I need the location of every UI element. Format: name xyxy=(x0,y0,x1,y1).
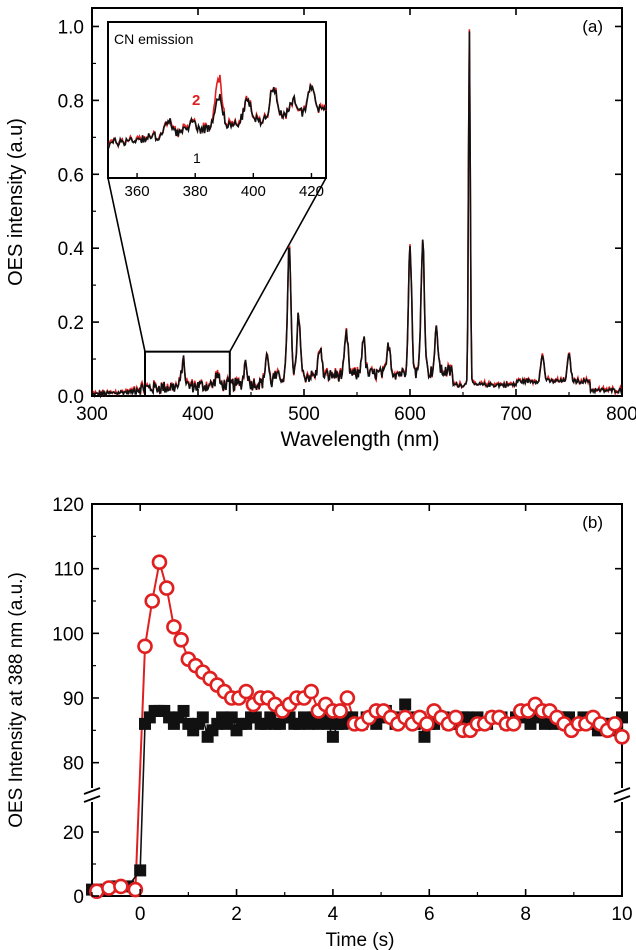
inset-chart: 360 380 400 420 CN emission 2 1 xyxy=(107,21,327,200)
panel-b-x-tick-label: 6 xyxy=(424,904,435,925)
inset-x-tick-label: 400 xyxy=(241,183,266,200)
red-circle-point xyxy=(127,881,144,898)
axis-break-right xyxy=(613,787,631,803)
panel-b-x-tick-label: 0 xyxy=(135,904,146,925)
panel-b-x-tick-label: 4 xyxy=(328,904,339,925)
panel-b-y-tick-label: 0 xyxy=(73,887,84,908)
inset-label-red: 2 xyxy=(192,92,200,109)
red-circle-point xyxy=(173,631,189,648)
black-square-point xyxy=(225,711,238,724)
red-circle-point xyxy=(505,716,522,732)
panel-a: 0.0 0.2 0.4 0.6 0.8 1.0 300 400 500 600 700 800 (a… xyxy=(5,7,636,451)
zoom-box xyxy=(144,350,231,397)
panel-a-x-tick-label: 300 xyxy=(76,404,108,425)
panel-a-x-tick-label: 600 xyxy=(394,404,426,425)
panel-b-x-tick-label: 2 xyxy=(231,904,242,925)
red-circle-point xyxy=(137,638,153,655)
panel-a-x-tick-label: 500 xyxy=(288,404,320,425)
black-square-point xyxy=(134,864,147,877)
red-circle-point xyxy=(614,728,630,745)
panel-b-label: (b) xyxy=(582,513,603,532)
zoom-connector-right xyxy=(229,177,327,353)
panel-b-x-axis-label: Time (s) xyxy=(326,930,395,950)
panel-a-x-axis-label: Wavelength (nm) xyxy=(280,428,439,451)
red-circle-point xyxy=(303,683,320,700)
black-square-point xyxy=(196,711,209,724)
black-square-point xyxy=(418,730,431,743)
panel-b-y-tick-label: 90 xyxy=(63,689,84,710)
black-square-point xyxy=(177,704,190,717)
red-circle-point xyxy=(144,593,161,609)
black-square-point xyxy=(322,717,335,730)
inset-label-black: 1 xyxy=(193,150,201,166)
panel-a-x-tick-label: 400 xyxy=(182,404,214,425)
black-square-point xyxy=(399,698,412,711)
red-circle-point xyxy=(158,580,175,596)
inset-x-ticks: 360 380 400 420 xyxy=(125,173,324,200)
panel-a-y-ticks: 0.0 0.2 0.4 0.6 0.8 1.0 xyxy=(58,17,622,408)
panel-b-y-tick-label: 80 xyxy=(63,754,84,775)
panel-b-y-tick-label: 120 xyxy=(52,495,84,516)
red-circle-point xyxy=(113,878,129,895)
panel-a-x-tick-label: 800 xyxy=(606,404,636,425)
series-black-line xyxy=(92,702,623,891)
red-circle-point xyxy=(339,690,356,706)
inset-plot-area xyxy=(107,74,327,150)
inset-x-tick-label: 380 xyxy=(183,183,208,200)
series-black-line xyxy=(91,31,623,399)
panel-a-plot-area xyxy=(91,29,623,399)
zoom-connector-left xyxy=(107,177,146,352)
panel-a-x-ticks: 300 400 500 600 700 800 xyxy=(76,8,636,425)
red-circle-point xyxy=(419,716,435,732)
inset-series-black-line xyxy=(107,84,327,149)
panel-a-y-tick-label: 0.6 xyxy=(58,165,84,186)
panel-b: 0 20 80 90 100 110 120 0 2 4 6 8 10 (b) Time (s) OE… xyxy=(6,495,633,950)
red-circle-point xyxy=(151,554,168,571)
red-circle-point xyxy=(332,703,348,719)
axis-break-left xyxy=(83,787,101,803)
red-circle-point xyxy=(166,619,182,635)
panel-b-y-tick-label: 110 xyxy=(54,560,84,581)
panel-a-label: (a) xyxy=(582,17,603,36)
panel-b-frame xyxy=(91,503,623,897)
red-circle-point xyxy=(606,716,623,732)
panel-a-x-tick-label: 700 xyxy=(500,404,532,425)
panel-a-y-tick-label: 0.0 xyxy=(58,387,84,408)
red-circle-point xyxy=(238,683,254,700)
panel-a-y-axis-label: OES intensity (a.u) xyxy=(5,118,27,286)
panel-b-x-ticks: 0 2 4 6 8 10 xyxy=(91,504,633,925)
red-circle-point xyxy=(447,709,464,726)
panel-a-y-tick-label: 0.2 xyxy=(58,313,84,334)
panel-b-y-tick-label: 20 xyxy=(63,823,84,844)
panel-b-y-tick-label: 100 xyxy=(52,624,84,645)
panel-b-plot-area xyxy=(86,554,630,900)
panel-b-x-tick-label: 10 xyxy=(611,904,632,925)
panel-a-y-tick-label: 1.0 xyxy=(58,17,84,38)
panel-a-y-tick-label: 0.4 xyxy=(58,239,85,260)
inset-x-tick-label: 420 xyxy=(299,183,324,200)
panel-a-y-tick-label: 0.8 xyxy=(58,91,84,112)
panel-b-x-tick-label: 8 xyxy=(520,904,531,925)
inset-title: CN emission xyxy=(114,31,193,47)
black-square-point xyxy=(326,730,339,743)
inset-x-tick-label: 360 xyxy=(125,183,150,200)
panel-b-y-ticks: 0 20 80 90 100 110 120 xyxy=(52,495,622,908)
panel-b-y-axis-label: OES Intensity at 388 nm (a.u.) xyxy=(6,572,27,828)
